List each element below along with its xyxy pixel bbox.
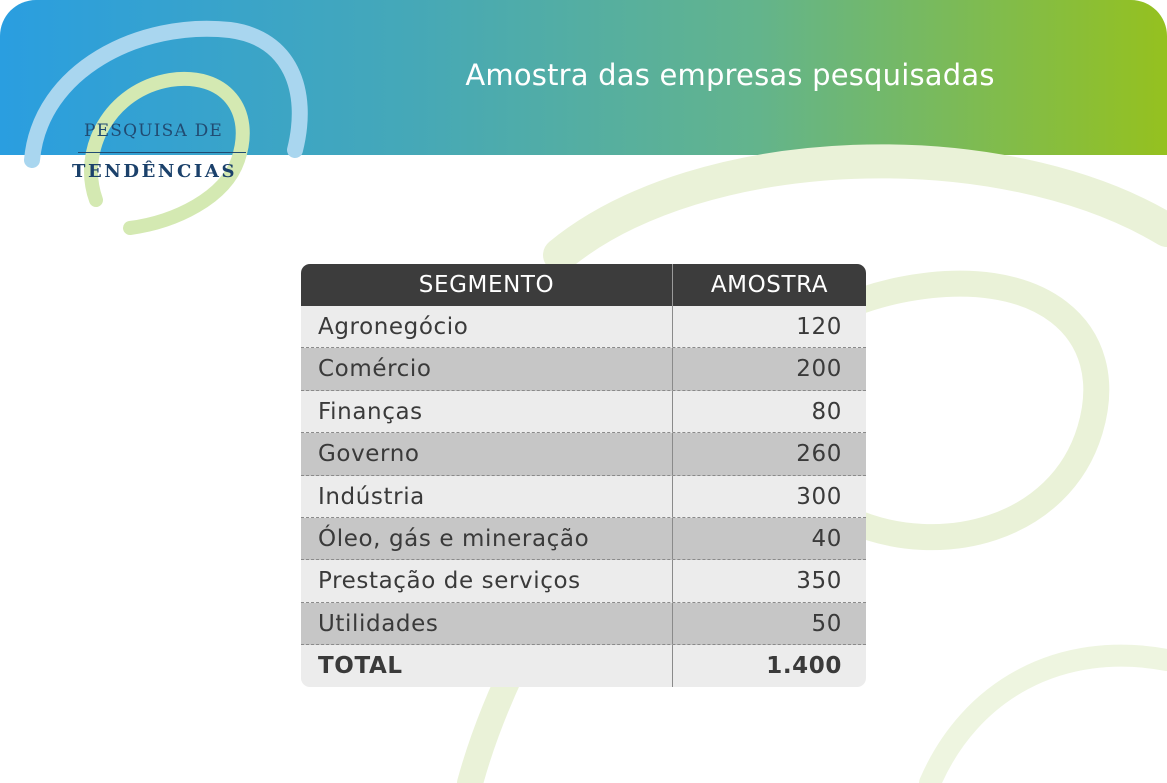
logo-divider [78, 152, 246, 153]
segment-cell: Óleo, gás e mineração [301, 517, 673, 560]
table-row: Comércio 200 [301, 348, 866, 391]
table-row: Governo 260 [301, 433, 866, 476]
table-header-row: SEGMENTO AMOSTRA [301, 264, 866, 306]
sample-table: SEGMENTO AMOSTRA Agronegócio 120 Comérci… [301, 264, 866, 688]
sample-cell: 80 [811, 398, 842, 425]
segment-cell: Indústria [301, 475, 673, 517]
logo-text-top: PESQUISA DE [84, 121, 224, 141]
page-title: Amostra das empresas pesquisadas [465, 58, 995, 92]
segment-cell: Prestação de serviços [301, 560, 673, 602]
sample-cell: 120 [796, 314, 842, 340]
column-header-sample: AMOSTRA [710, 272, 829, 298]
sample-cell: 300 [796, 483, 842, 510]
sample-cell: 350 [796, 568, 842, 595]
table-row: Agronegócio 120 [301, 306, 866, 349]
table-row: Finanças 80 [301, 390, 866, 434]
table-row: Prestação de serviços 350 [301, 560, 866, 603]
sample-cell: 260 [796, 441, 842, 468]
segment-cell: Comércio [301, 348, 673, 390]
segment-cell: Agronegócio [301, 306, 673, 348]
segment-cell: Utilidades [301, 602, 673, 645]
sample-cell: 40 [811, 525, 842, 552]
table-row: Óleo, gás e mineração 40 [301, 517, 866, 561]
sample-cell: 50 [811, 610, 842, 637]
segment-cell: Finanças [301, 390, 673, 433]
sample-cell: 200 [796, 356, 842, 383]
table-row: Indústria 300 [301, 475, 866, 518]
segment-cell: Governo [301, 433, 673, 475]
table-row: Utilidades 50 [301, 602, 866, 646]
total-value: 1.400 [766, 653, 842, 680]
logo-text-bottom: TENDÊNCIAS [72, 161, 238, 182]
total-label: TOTAL [301, 645, 673, 688]
column-header-segment: SEGMENTO [301, 264, 673, 306]
table-total-row: TOTAL 1.400 [301, 645, 866, 688]
